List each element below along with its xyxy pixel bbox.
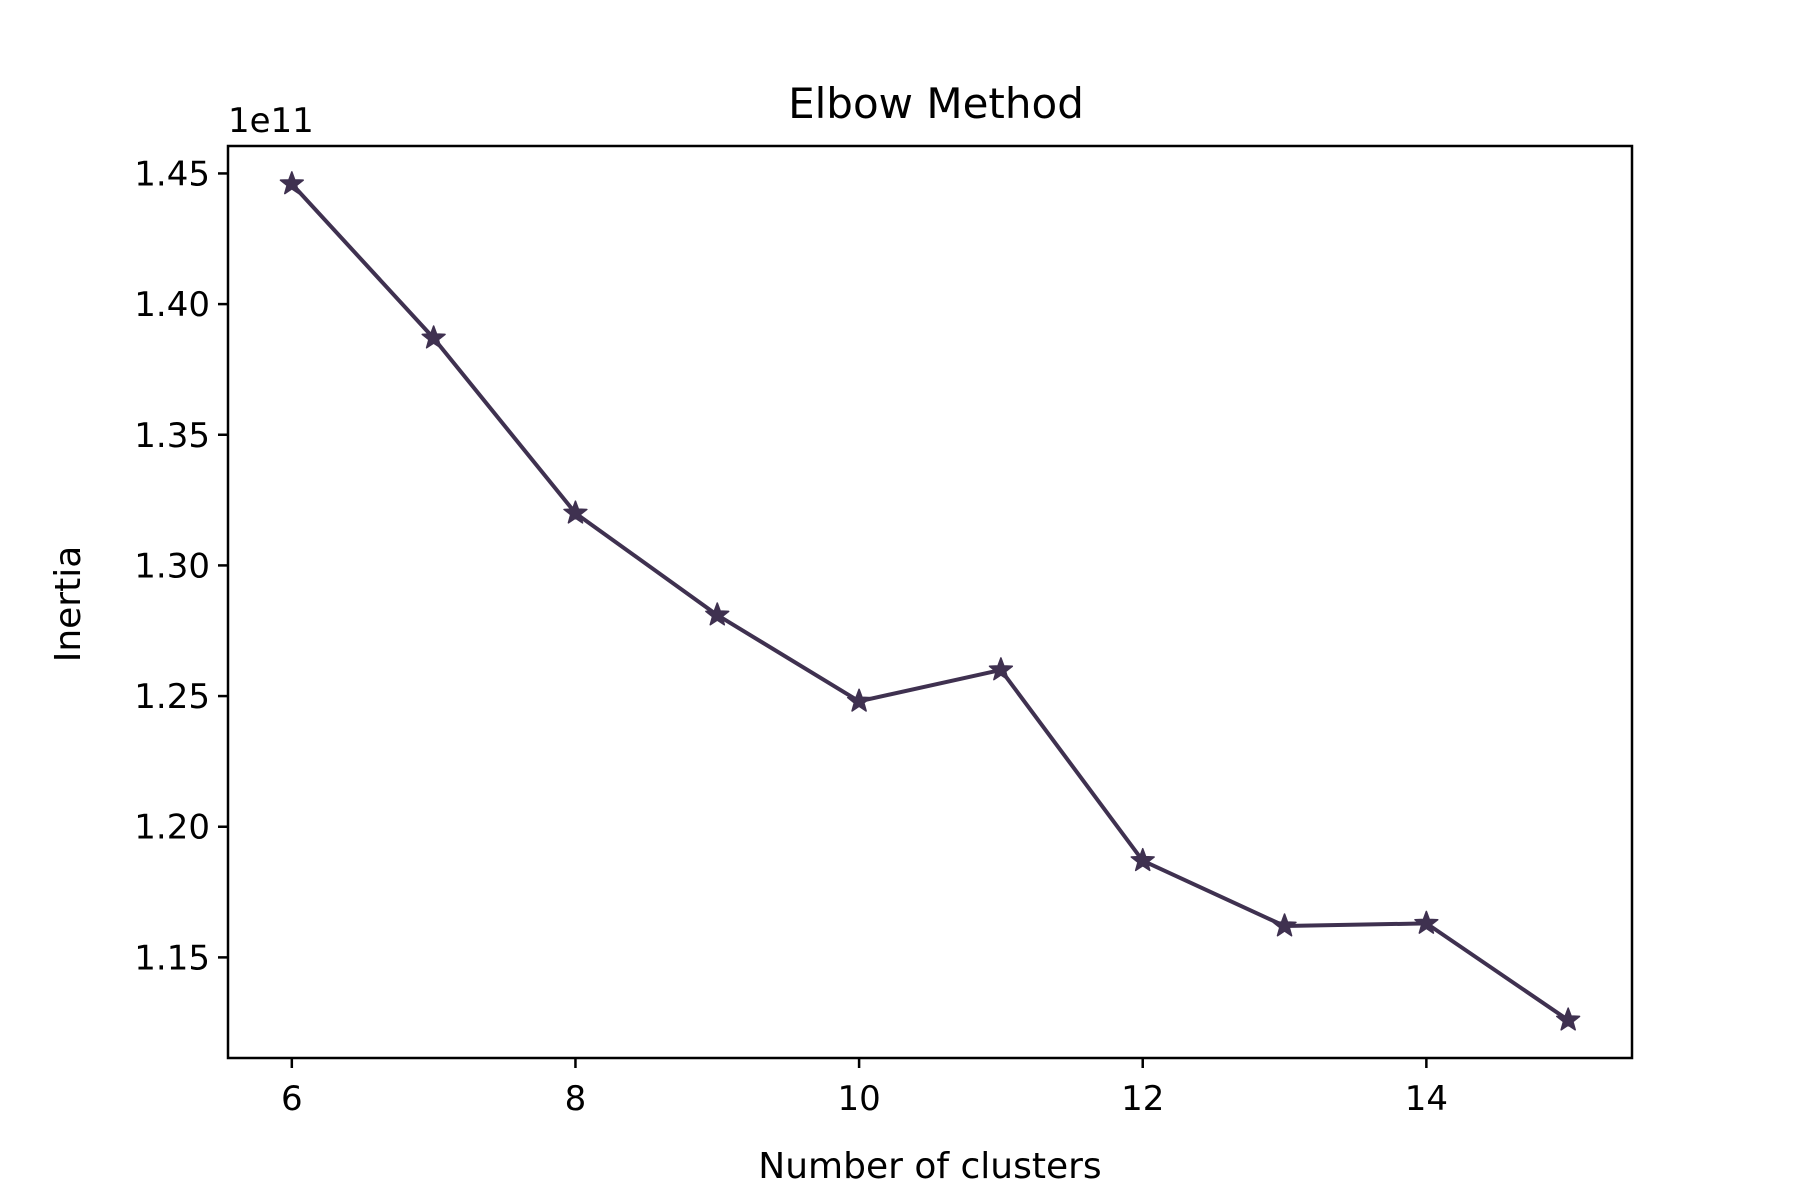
x-tick-label: 14 [1405, 1079, 1448, 1119]
chart-title: Elbow Method [788, 79, 1084, 128]
x-axis-label: Number of clusters [758, 1146, 1101, 1187]
x-tick-label: 12 [1121, 1079, 1164, 1119]
data-point-marker [1130, 847, 1155, 872]
data-point-marker [988, 657, 1014, 681]
data-point-marker [1556, 1007, 1581, 1031]
x-tick-label: 6 [281, 1079, 303, 1119]
y-tick-label: 1.45 [134, 154, 210, 194]
data-point-marker [1272, 913, 1297, 937]
plot-area-frame [226, 144, 1634, 1060]
data-point-marker [563, 500, 588, 524]
y-axis-ticks: 1.15 1.20 1.25 1.30 1.35 1.40 1.45 [134, 154, 228, 978]
x-tick-label: 8 [565, 1079, 587, 1119]
data-point-marker [421, 325, 446, 349]
y-tick-label: 1.25 [134, 677, 210, 717]
y-tick-label: 1.40 [134, 285, 210, 325]
data-point-marker [1414, 910, 1439, 934]
y-offset-label: 1e11 [228, 101, 314, 141]
data-point-marker [279, 171, 304, 195]
x-axis-ticks: 6 8 10 12 14 [281, 1058, 1448, 1119]
plot-layer [279, 171, 1581, 1031]
data-point-marker [705, 602, 730, 626]
x-tick-label: 10 [837, 1079, 880, 1119]
series-line [290, 182, 1570, 1022]
data-point-marker [846, 688, 872, 712]
y-tick-label: 1.15 [134, 938, 210, 978]
y-tick-label: 1.35 [134, 416, 210, 456]
y-tick-label: 1.30 [134, 546, 210, 586]
y-tick-label: 1.20 [134, 808, 210, 848]
y-axis-label: Inertia [48, 546, 89, 663]
